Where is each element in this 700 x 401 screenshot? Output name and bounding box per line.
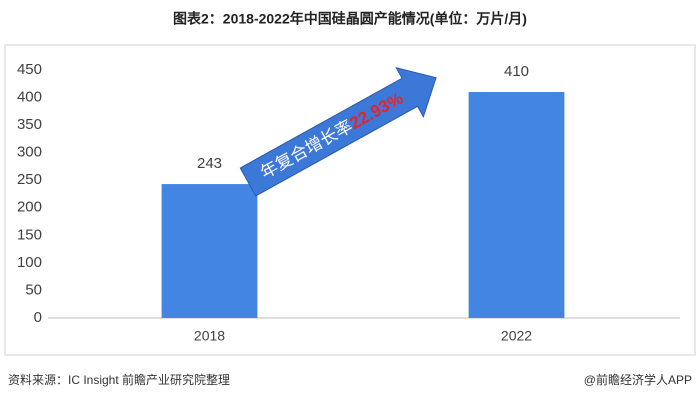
credit: @前瞻经济学人APP xyxy=(584,372,692,387)
y-tick-label: 350 xyxy=(17,116,42,133)
y-tick-label: 400 xyxy=(17,89,42,106)
data-label: 410 xyxy=(504,63,529,80)
y-tick-label: 250 xyxy=(17,171,42,188)
source: 资料来源：IC Insight 前瞻产业研究院整理 xyxy=(8,372,230,387)
bar xyxy=(161,184,258,318)
growth-arrow: 年复合增长率 22.93% xyxy=(239,67,437,197)
y-tick-label: 50 xyxy=(25,281,42,298)
chart-frame xyxy=(4,44,696,356)
arrow-shape xyxy=(239,67,437,197)
x-tick-label: 2022 xyxy=(501,328,532,344)
y-tick-label: 300 xyxy=(17,144,42,161)
y-tick-label: 0 xyxy=(34,309,42,326)
y-tick-label: 450 xyxy=(17,61,42,78)
bar xyxy=(468,92,565,319)
y-tick-label: 200 xyxy=(17,199,42,216)
annotation-text: 年复合增长率 xyxy=(257,116,355,182)
x-tick-label: 2018 xyxy=(194,328,225,344)
y-tick-label: 100 xyxy=(17,254,42,271)
chart-title: 图表2：2018-2022年中国硅晶圆产能情况(单位：万片/月) xyxy=(173,11,527,27)
data-label: 243 xyxy=(197,155,222,172)
y-tick-label: 150 xyxy=(17,226,42,243)
